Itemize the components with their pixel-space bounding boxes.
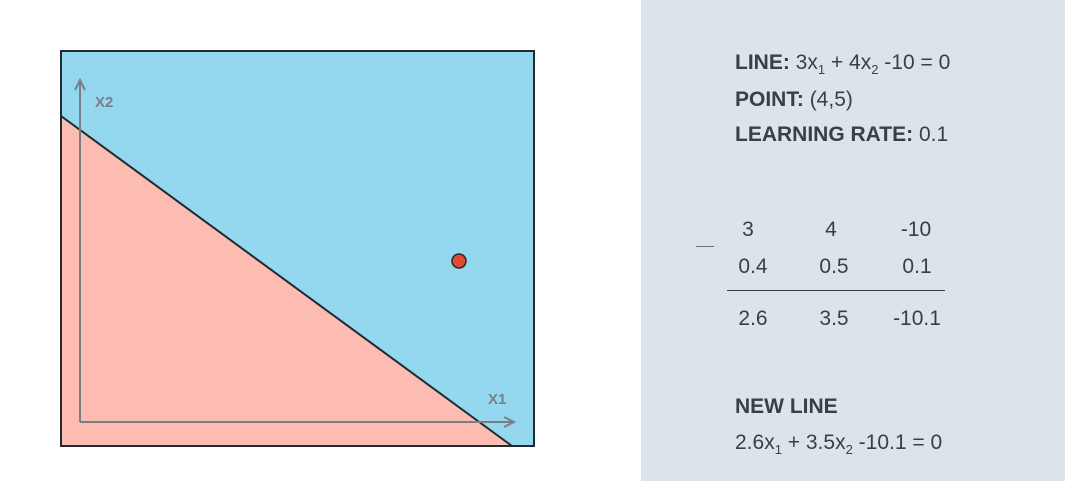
positive-region <box>61 51 534 446</box>
result-cell-1: 2.6 <box>738 307 768 330</box>
perceptron-plot: X2 X1 <box>60 50 535 447</box>
new-line-equation: 2.6x1 + 3.5x2 -10.1 = 0 <box>735 431 943 457</box>
row2-cell-1: 0.4 <box>738 255 768 278</box>
x-axis-label: X1 <box>488 391 506 408</box>
sum-rule <box>727 290 945 291</box>
learning-rate-value: 0.1 <box>918 123 949 146</box>
y-axis-label: X2 <box>95 94 113 111</box>
y-axis-arrow <box>74 77 86 91</box>
line-equation-row: LINE: 3x1 + 4x2 -10 = 0 <box>735 50 950 76</box>
line-label: LINE: <box>735 51 790 74</box>
row2-cell-2: 0.5 <box>819 255 849 278</box>
row2-cell-3: 0.1 <box>902 255 932 278</box>
info-panel: LINE: 3x1 + 4x2 -10 = 0 POINT: (4,5) LEA… <box>641 0 1065 481</box>
point-row: POINT: (4,5) <box>735 87 853 113</box>
row1-cell-3: -10 <box>900 218 932 241</box>
point-value: (4,5) <box>809 88 853 111</box>
subtraction-operator <box>696 246 714 247</box>
decision-boundary <box>60 115 513 447</box>
learning-rate-row: LEARNING RATE: 0.1 <box>735 122 948 148</box>
x-axis-arrow <box>503 416 517 428</box>
learning-rate-label: LEARNING RATE: <box>735 123 914 146</box>
line-equation: 3x1 + 4x2 -10 = 0 <box>795 51 951 77</box>
point-label: POINT: <box>735 88 804 111</box>
new-line-label: NEW LINE <box>735 395 838 418</box>
result-cell-2: 3.5 <box>819 307 849 330</box>
row1-cell-2: 4 <box>825 218 837 241</box>
result-cell-3: -10.1 <box>893 307 941 330</box>
plot-frame <box>60 50 535 447</box>
data-point <box>451 253 467 269</box>
row1-cell-1: 3 <box>742 218 754 241</box>
